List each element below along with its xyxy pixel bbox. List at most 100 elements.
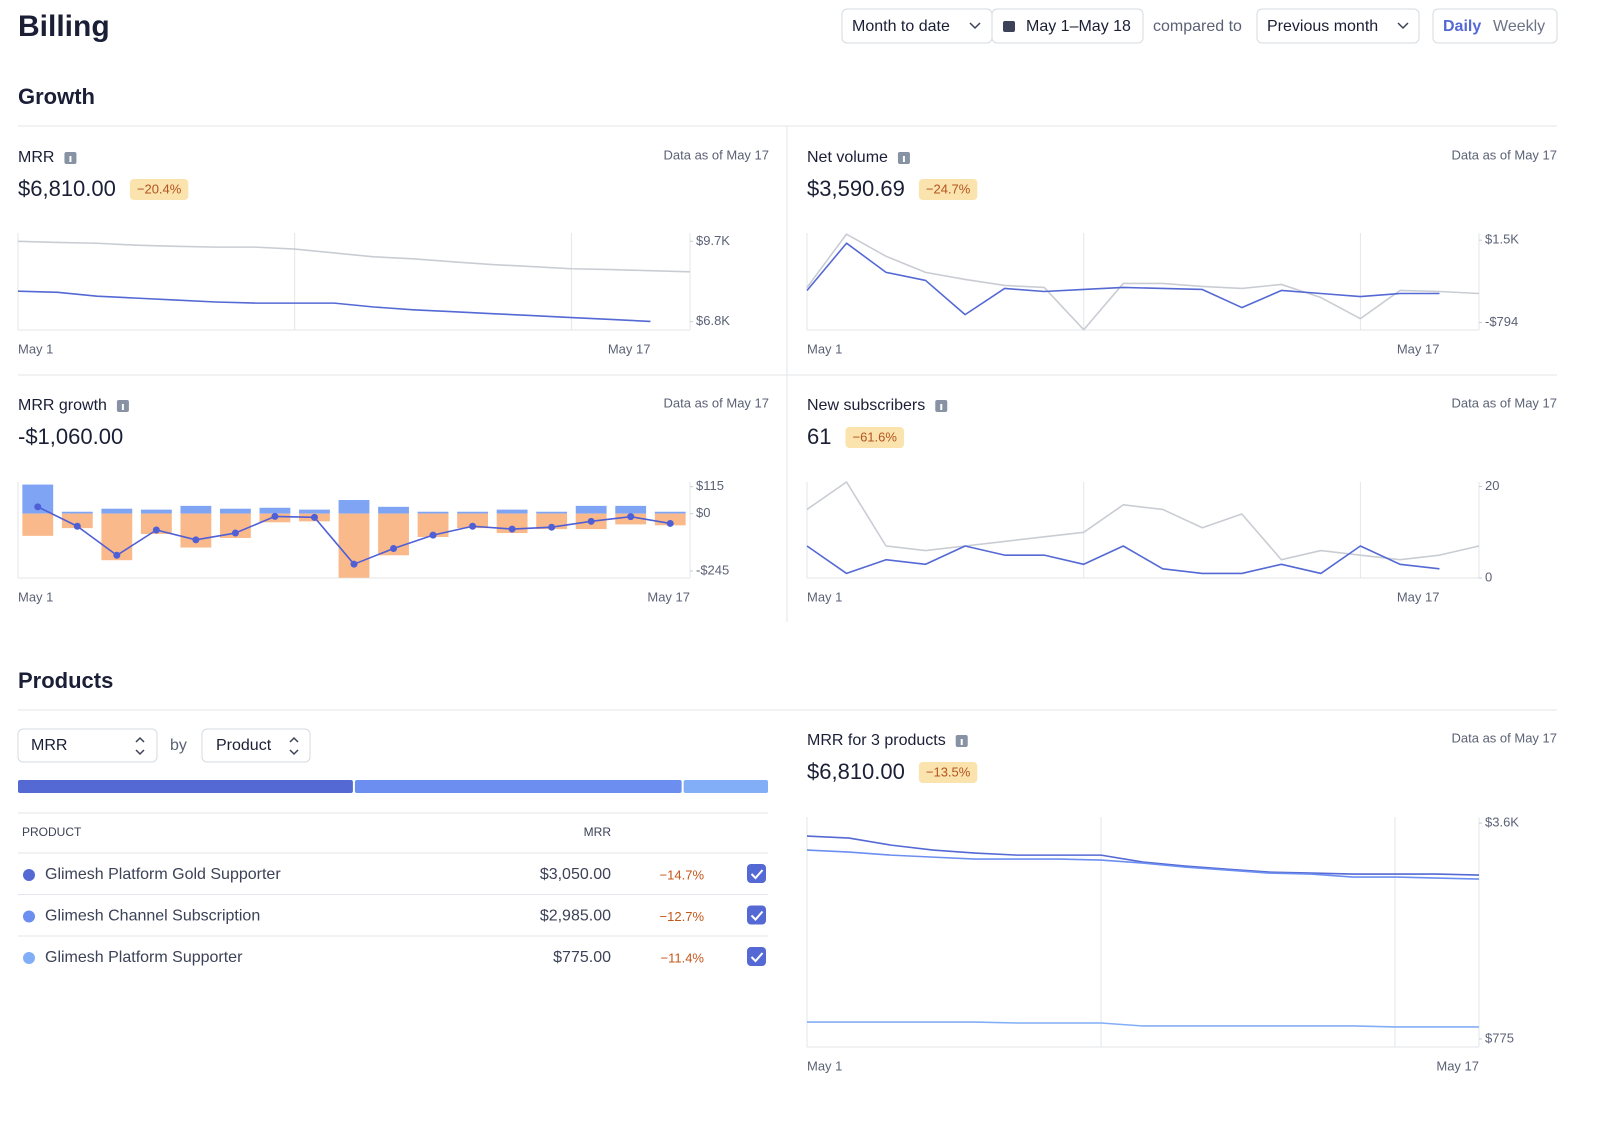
bar [536,511,568,514]
x-tick-label: May 17 [608,341,651,356]
bar [140,513,172,534]
y-tick-label: -$794 [1485,314,1518,329]
series-line [806,545,1440,575]
series-line [806,849,1480,880]
product-checkbox[interactable] [747,905,766,925]
product-name: Glimesh Channel Subscription [45,908,260,925]
x-tick-label: May 1 [807,341,842,356]
metric-select[interactable]: MRR [17,728,158,763]
point [34,503,42,511]
card-title: MRR for 3 products [807,732,946,749]
x-tick-label: May 1 [18,589,53,604]
change-badge: −61.6% [852,429,897,444]
comparison-select[interactable]: Previous month [1256,8,1420,44]
card-title: MRR [18,149,54,166]
bar [654,511,686,514]
series-line [806,233,1480,331]
x-tick-label: May 1 [18,341,53,356]
x-tick-label: May 17 [1436,1058,1479,1073]
card-note: Data as of May 17 [664,147,770,162]
card-note: Data as of May 17 [664,395,770,410]
point [429,531,437,539]
product-dot [23,910,35,923]
table-header: MRR [584,825,612,839]
bar [101,508,133,514]
bar [496,509,528,514]
series-line [806,242,1440,316]
bar [457,513,489,529]
bar [615,505,647,514]
y-tick-label: $1.5K [1485,232,1519,247]
x-tick-label: May 1 [807,589,842,604]
range-select[interactable]: Month to date [841,8,993,44]
badge-bg [129,179,189,200]
x-tick-label: May 17 [1397,341,1440,356]
x-tick-label: May 17 [647,589,690,604]
product-change: −12.7% [660,909,705,924]
bar [259,507,291,514]
y-tick-label: $3.6K [1485,815,1519,830]
checkmark [750,952,764,963]
group-select[interactable]: Product [201,728,311,763]
product-mrr: $3,050.00 [540,866,611,883]
bar [654,513,686,526]
card-value: 61 [807,424,831,449]
point [310,513,318,521]
change-badge: −13.5% [926,764,971,779]
product-dot [23,869,35,881]
comparison-label: Previous month [1267,18,1378,35]
point [548,523,556,531]
page-title: Billing [18,10,110,43]
date-label: May 1–May 18 [1026,18,1131,35]
range-label: Month to date [852,18,950,35]
bar [22,513,54,536]
bar [61,511,93,514]
product-checkbox[interactable] [747,947,766,966]
y-tick-label: $9.7K [696,233,730,248]
metric-label: MRR [31,737,67,754]
card-value: $6,810.00 [807,759,905,784]
series-line [17,240,691,273]
checkmark [750,869,764,880]
point [469,522,477,530]
by-label: by [170,737,187,754]
y-tick-label: $0 [696,505,710,520]
point [627,513,635,521]
checkmark [750,910,764,921]
y-tick-label: 20 [1485,478,1499,493]
change-badge: −20.4% [137,181,182,196]
product-mrr: $775.00 [553,949,611,966]
daily-toggle[interactable]: Daily [1443,18,1481,35]
group-label: Product [216,737,272,754]
card-value: -$1,060.00 [18,424,123,449]
badge-bg [845,427,904,448]
table-header: PRODUCT [22,825,82,839]
date-picker[interactable]: May 1–May 18 [991,8,1144,44]
product-checkbox[interactable] [747,864,766,883]
bar [417,513,449,538]
compared-label: compared to [1153,18,1242,35]
series-line [17,290,651,323]
bar [219,508,251,514]
y-tick-label: -$245 [696,562,729,577]
product-mrr: $2,985.00 [540,908,611,925]
point [587,517,595,525]
point [390,544,398,552]
weekly-toggle[interactable]: Weekly [1493,18,1545,35]
bar [338,500,370,514]
point [192,536,200,544]
point [271,512,279,520]
product-change: −14.7% [660,867,705,882]
section-title: Products [18,668,113,693]
bar [338,513,370,578]
bar [61,513,93,529]
product-name: Glimesh Platform Gold Supporter [45,866,281,883]
badge-bg [918,179,978,200]
x-tick-label: May 17 [1397,589,1440,604]
point [508,525,516,533]
card-note: Data as of May 17 [1452,395,1558,410]
card-title: MRR growth [18,397,107,414]
y-tick-label: $6.8K [696,313,730,328]
bar [457,511,489,514]
